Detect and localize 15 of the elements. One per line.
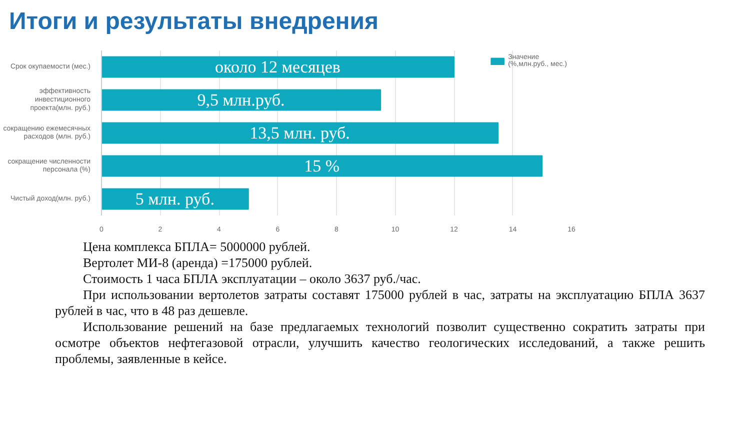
bar <box>102 155 543 177</box>
chart-title: Итоги и результаты внедрения <box>9 7 379 37</box>
text: Стоимость 1 часа БПЛА эксплуатации – около 3637 руб./час. <box>82 271 422 287</box>
data-label: около 12 месяцев <box>215 58 340 76</box>
data-label: 5 млн. руб. <box>135 190 214 208</box>
data-label: 13,5 млн. руб. <box>250 124 350 142</box>
data-label: 9,5 млн.руб. <box>197 90 285 110</box>
text: Использование решений на базе предлагаемых технологий позволит существенно сократить затраты при осмотре объектов нефтегазовой отрасли, улучшить качество геологических исследований, а также решить проблемы, заявленные в кейсе. <box>55 319 705 367</box>
bar <box>102 89 382 111</box>
data-label: 15 % <box>304 156 340 176</box>
bar <box>102 56 454 78</box>
text: Вертолет МИ-8 (аренда) =175000 рублей. <box>82 255 314 271</box>
text: При использовании вертолетов затраты составят 175000 рублей в час, затраты на эксплуатацию БПЛА 3637 рублей в час, что в 48 раз дешевле. <box>55 287 705 319</box>
bar <box>102 122 499 144</box>
text: Цена комплекса БПЛА= 5000000 рублей. <box>82 239 312 255</box>
